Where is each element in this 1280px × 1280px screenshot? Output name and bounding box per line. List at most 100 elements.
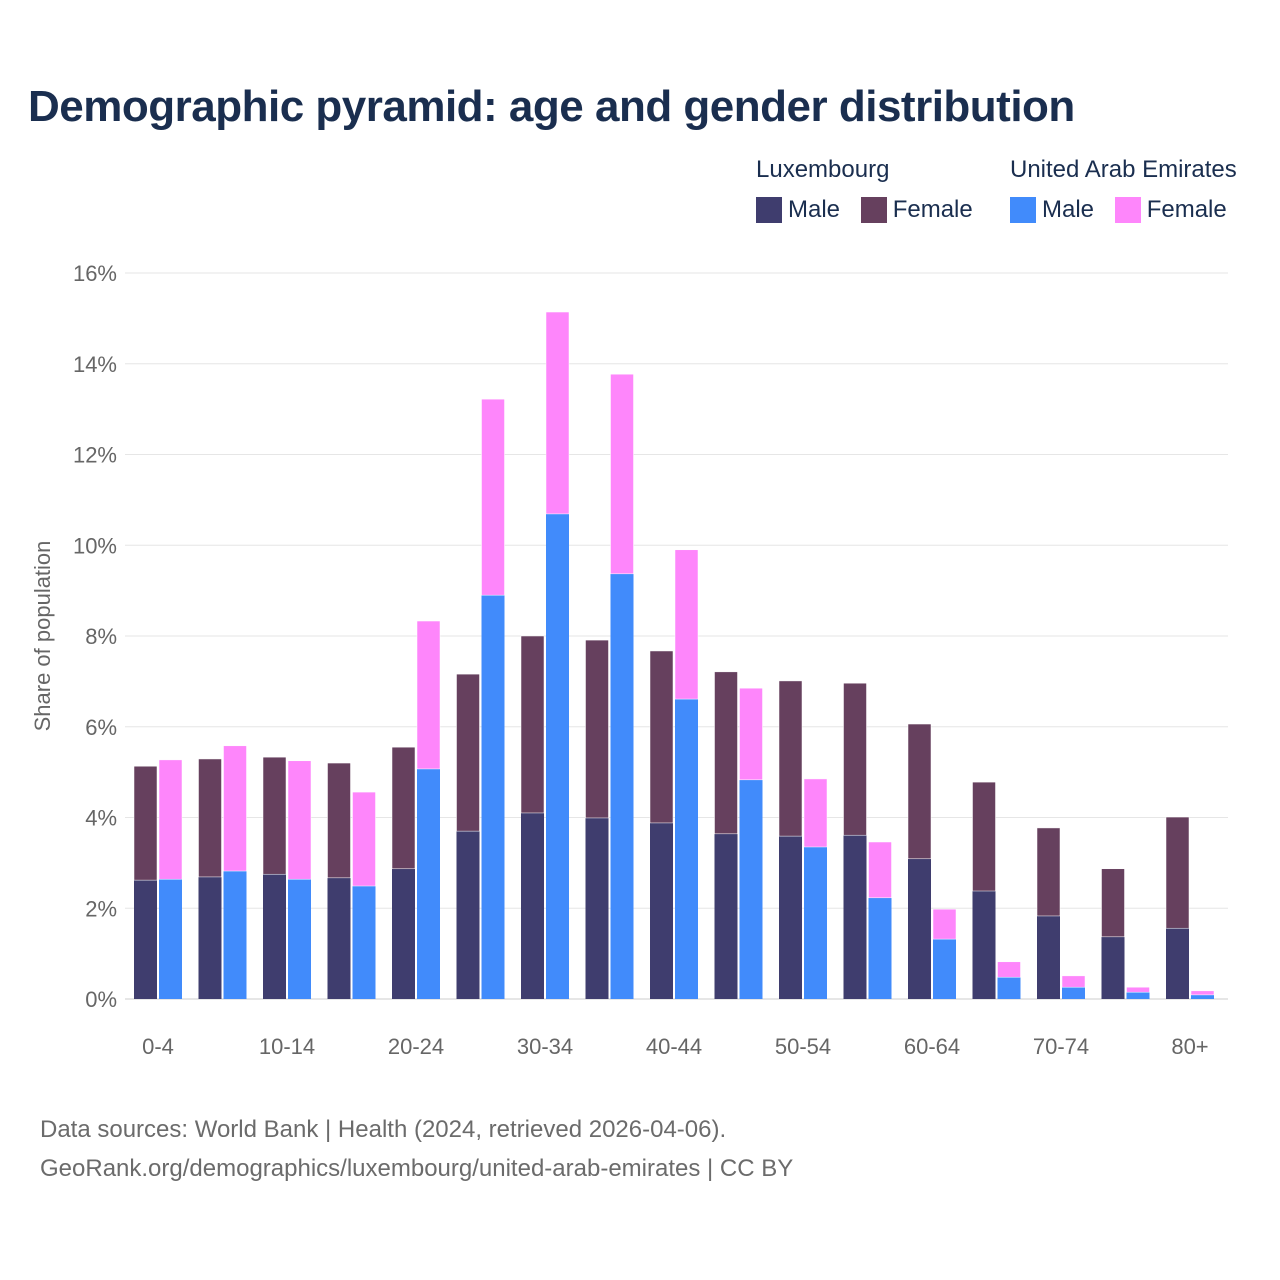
bar-united-arab-emirates-male [1191, 994, 1214, 999]
bar-luxembourg-female [327, 762, 351, 879]
y-tick-label: 6% [85, 715, 117, 740]
bar-united-arab-emirates-male [223, 871, 247, 999]
bar-luxembourg-female [714, 671, 738, 835]
y-axis-label: Share of population [30, 541, 55, 732]
bar-luxembourg-female [649, 650, 674, 824]
x-tick-label: 10-14 [259, 1034, 315, 1059]
bar-united-arab-emirates-male [288, 879, 311, 999]
bar-luxembourg-male [1166, 928, 1189, 999]
footer-url: GeoRank.org/demographics/luxembourg/unit… [40, 1155, 794, 1182]
bar-luxembourg-male [134, 880, 157, 999]
bar-united-arab-emirates-female [739, 687, 763, 781]
bar-united-arab-emirates-male [804, 846, 827, 999]
legend-item-uae-male: Male [1010, 196, 1094, 224]
bar-luxembourg-male [263, 874, 286, 999]
x-tick-label: 70-74 [1033, 1034, 1089, 1059]
bar-luxembourg-female [1101, 868, 1125, 938]
bar-luxembourg-male [972, 891, 996, 999]
bar-luxembourg-female [972, 781, 996, 892]
x-tick-label: 60-64 [904, 1034, 960, 1059]
bar-united-arab-emirates-female [674, 549, 699, 700]
bar-united-arab-emirates-male [933, 939, 956, 999]
bar-united-arab-emirates-male [1062, 987, 1085, 999]
legend-uae: United Arab Emirates Male Female [1010, 156, 1241, 230]
bar-luxembourg-male [1101, 936, 1125, 999]
bar-united-arab-emirates-male [610, 573, 634, 999]
bar-united-arab-emirates-female [1190, 990, 1215, 996]
legend-luxembourg: Luxembourg Male Female [756, 156, 987, 230]
bar-luxembourg-male [1037, 915, 1060, 999]
bar-united-arab-emirates-female [287, 760, 312, 880]
x-tick-label: 0-4 [142, 1034, 174, 1059]
bar-united-arab-emirates-male [997, 977, 1021, 999]
bar-luxembourg-male [908, 858, 931, 999]
legend-item-lux-male: Male [756, 196, 840, 224]
x-tick-label: 40-44 [646, 1034, 702, 1059]
x-tick-label: 20-24 [388, 1034, 444, 1059]
bar-united-arab-emirates-male [159, 879, 182, 999]
bar-luxembourg-female [198, 758, 222, 878]
swatch [1114, 197, 1141, 223]
bar-luxembourg-female [391, 746, 416, 870]
y-tick-label: 8% [85, 624, 117, 649]
bar-united-arab-emirates-male [481, 595, 505, 999]
legend-group-name: United Arab Emirates [1010, 156, 1237, 183]
bar-united-arab-emirates-female [1126, 986, 1150, 993]
bar-luxembourg-male [714, 833, 738, 999]
bar-united-arab-emirates-female [158, 759, 183, 880]
bar-united-arab-emirates-female [1061, 975, 1086, 988]
bar-luxembourg-female [1165, 816, 1190, 929]
legend-label: Female [892, 196, 973, 223]
bar-luxembourg-female [778, 680, 803, 837]
chart-plot: Share of population 0% 2% 4% 6% 8% 10% 12% 14% 1… [30, 261, 1228, 1059]
legend-item-uae-female: Female [1114, 196, 1227, 224]
bar-united-arab-emirates-female [223, 745, 247, 872]
y-tick-label: 2% [85, 896, 117, 921]
x-tick-label: 30-34 [517, 1034, 573, 1059]
bar-united-arab-emirates-female [352, 791, 376, 887]
bar-luxembourg-male [198, 876, 222, 999]
legend-label: Male [1042, 196, 1095, 223]
bar-luxembourg-male [843, 835, 867, 999]
bar-luxembourg-male [392, 868, 415, 999]
bar-luxembourg-female [585, 639, 609, 819]
bar-united-arab-emirates-female [803, 778, 828, 848]
y-tick-label: 0% [85, 987, 117, 1012]
bar-united-arab-emirates-male [675, 699, 698, 999]
bar-luxembourg-female [1036, 827, 1061, 917]
legend-label: Male [788, 196, 841, 223]
bar-luxembourg-male [585, 817, 609, 999]
bar-united-arab-emirates-female [416, 620, 441, 770]
bar-luxembourg-female [456, 673, 480, 832]
bar-luxembourg-male [521, 812, 544, 999]
bar-united-arab-emirates-female [481, 398, 505, 596]
bar-united-arab-emirates-female [997, 961, 1021, 978]
bar-luxembourg-male [779, 836, 802, 999]
y-tick-label: 4% [85, 806, 117, 831]
bar-luxembourg-female [262, 756, 287, 875]
y-tick-label: 12% [73, 443, 117, 468]
bar-united-arab-emirates-male [352, 886, 376, 999]
y-tick-label: 14% [73, 352, 117, 377]
bar-luxembourg-female [907, 723, 932, 860]
swatch [860, 197, 887, 223]
bar-luxembourg-male [456, 831, 480, 999]
y-tick-label: 10% [73, 533, 117, 558]
bar-united-arab-emirates-male [546, 513, 569, 999]
bar-united-arab-emirates-male [417, 768, 440, 999]
bar-luxembourg-female [520, 635, 545, 814]
legend-item-lux-female: Female [860, 196, 973, 224]
bar-luxembourg-male [327, 877, 351, 999]
bar-united-arab-emirates-male [868, 897, 892, 999]
swatch [756, 197, 782, 223]
legend-group-name: Luxembourg [756, 156, 890, 183]
bar-united-arab-emirates-female [868, 841, 892, 899]
swatch [1010, 197, 1036, 223]
footer-sources: Data sources: World Bank | Health (2024,… [40, 1116, 727, 1143]
bar-luxembourg-female [843, 682, 867, 836]
legend-label: Female [1146, 196, 1227, 223]
bar-united-arab-emirates-male [1126, 992, 1150, 999]
bar-luxembourg-male [650, 822, 673, 999]
chart-title: Demographic pyramid: age and gender dist… [28, 82, 1075, 131]
y-tick-label: 16% [73, 261, 117, 286]
